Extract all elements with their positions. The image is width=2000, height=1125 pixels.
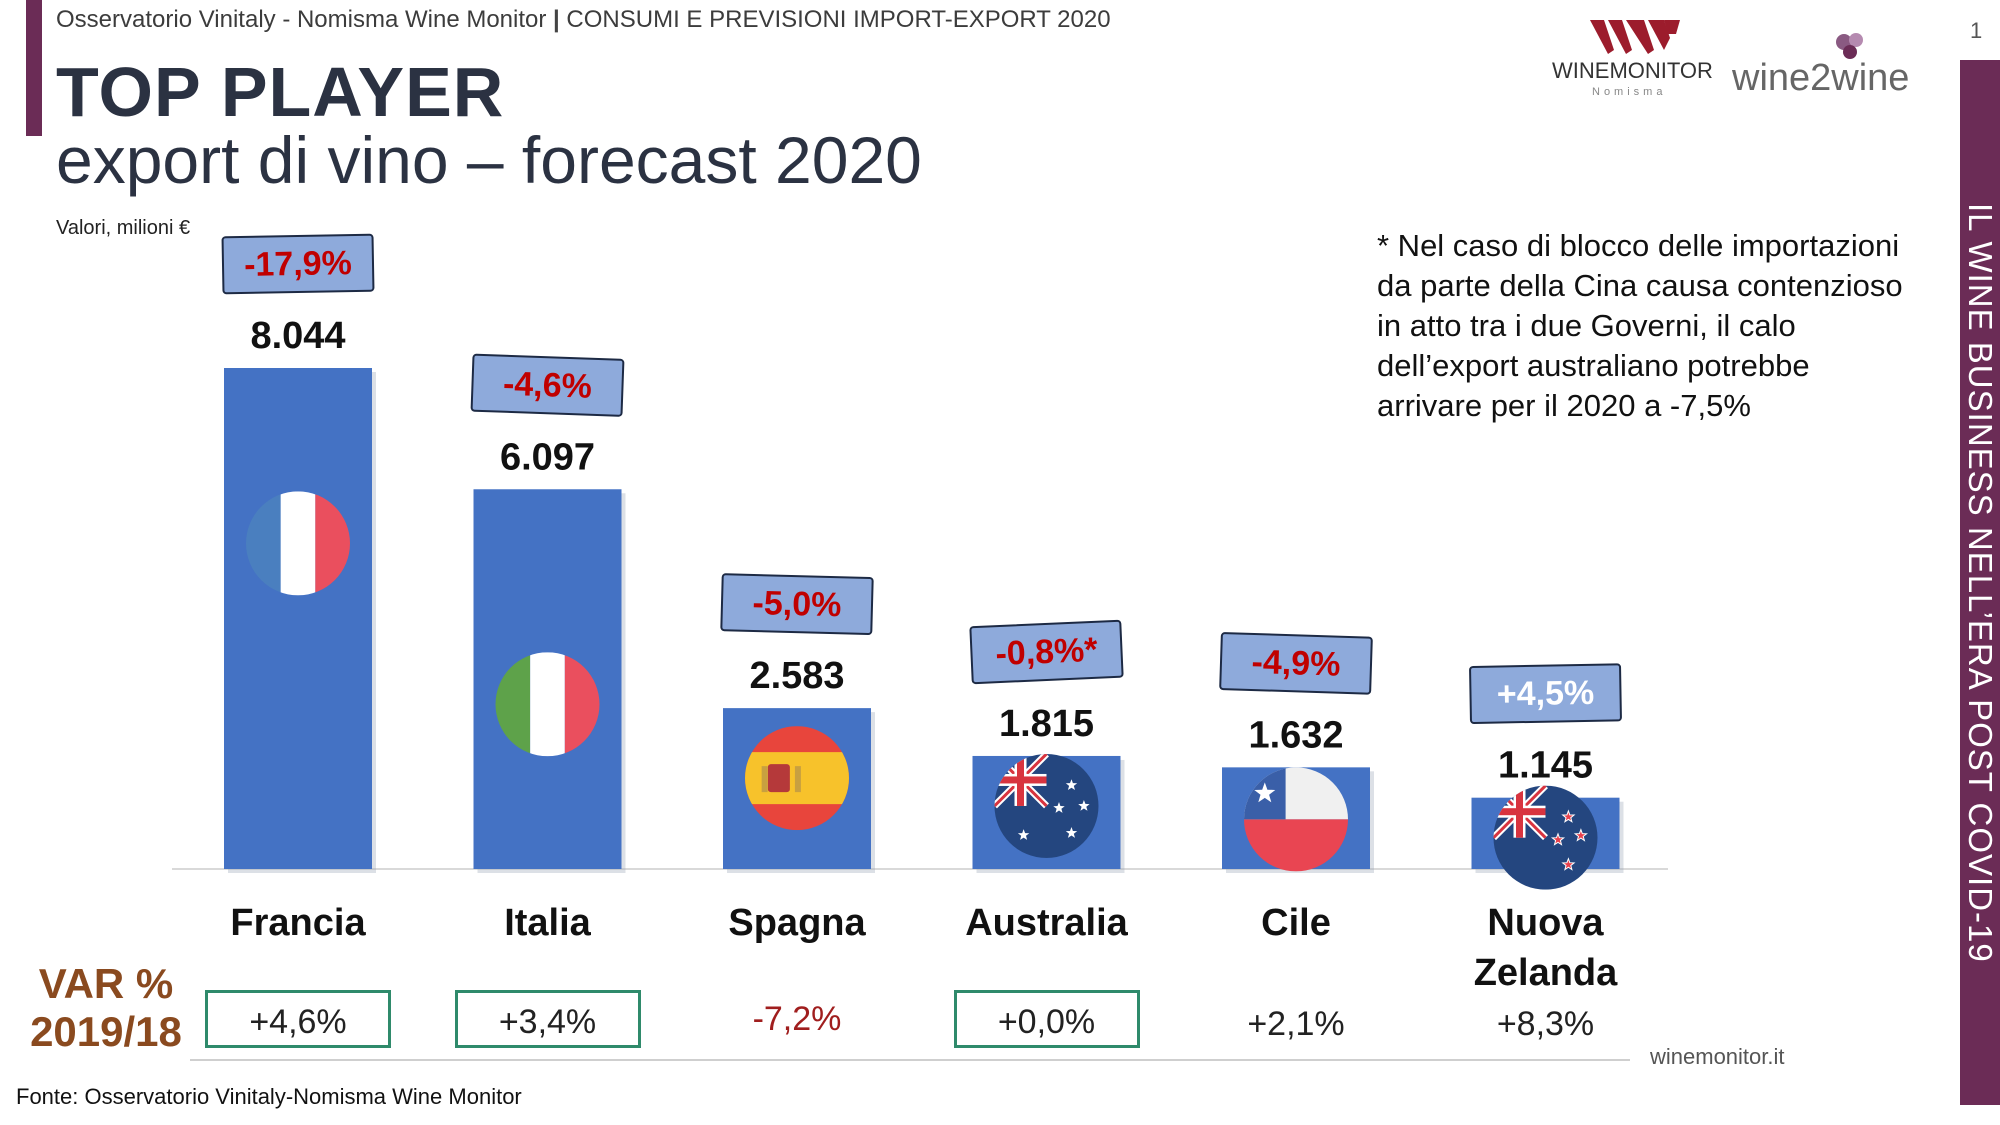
category-label: Spagna [728, 902, 866, 944]
value-label: 1.145 [1498, 745, 1593, 787]
footnote: * Nel caso di blocco delle importazioni … [1377, 228, 1903, 423]
side-banner-text: IL WINE BUSINESS NELL’ERA POST COVID-19 [1962, 202, 1999, 963]
left-accent-bar [26, 0, 42, 136]
header-separator: | [553, 6, 560, 33]
forecast-change-label: -4,6% [502, 365, 592, 406]
units-label: Valori, milioni € [56, 217, 191, 239]
winemonitor-logo-subtext: Nomisma [1592, 86, 1666, 98]
site-url: winemonitor.it [1650, 1044, 1785, 1069]
australia-flag-icon [994, 753, 1099, 858]
bar-group: 6.097 -4,6% Italia [470, 353, 626, 944]
winemonitor-logo-text: WINEMONITOR [1552, 58, 1713, 83]
bar-group: 1.632 -4,9% Cile [1219, 632, 1374, 944]
category-label: Francia [230, 902, 366, 944]
var-label: VAR % 2019/18 [16, 960, 196, 1056]
page-subtitle: export di vino – forecast 2020 [56, 123, 922, 197]
forecast-change-label: -5,0% [752, 584, 842, 624]
forecast-change-label: -4,9% [1251, 643, 1341, 684]
spain-flag-icon [745, 726, 849, 831]
forecast-box: +4,5% [1469, 663, 1622, 724]
source-note: Fonte: Osservatorio Vinitaly-Nomisma Win… [16, 1084, 522, 1109]
var-label-line2: 2019/18 [30, 1008, 182, 1055]
bar-group: 2.583 -5,0% Spagna [720, 573, 875, 944]
var-label-line1: VAR % [38, 960, 174, 1007]
bar-group: 1.145 +4,5% Nuova Zelanda [1469, 663, 1624, 994]
header-source: Osservatorio Vinitaly - Nomisma Wine Mon… [56, 6, 547, 33]
forecast-box: -4,6% [470, 353, 625, 417]
side-banner-background [1960, 60, 2000, 1105]
value-label: 8.044 [250, 315, 345, 357]
bars-group: 8.044 -17,9% Francia 6.097 -4,6% Italia 2.583 -… [221, 233, 1624, 994]
page-title: TOP PLAYER [56, 53, 505, 131]
new-zealand-flag-icon [1493, 785, 1598, 890]
france-flag-icon [246, 491, 350, 596]
var-value: +2,1% [1247, 1005, 1345, 1043]
forecast-change-label: +4,5% [1496, 674, 1594, 714]
category-label: Australia [965, 902, 1128, 944]
chile-flag-icon [1244, 767, 1348, 872]
wine2wine-logo: wine2wine [1732, 33, 1909, 99]
value-label: 1.632 [1248, 714, 1343, 756]
forecast-box: -17,9% [221, 233, 375, 295]
var-value: +8,3% [1496, 1005, 1595, 1043]
forecast-box: -0,8%* [969, 619, 1124, 685]
forecast-box: -4,9% [1219, 632, 1373, 695]
header-line: Osservatorio Vinitaly - Nomisma Wine Mon… [56, 6, 1111, 34]
value-label: 2.583 [749, 655, 844, 697]
forecast-change-label: -17,9% [244, 244, 352, 284]
value-label: 6.097 [500, 436, 595, 478]
var-value: +3,4% [454, 990, 641, 1048]
page-number: 1 [1970, 18, 1983, 43]
bottom-divider [190, 1059, 1630, 1061]
forecast-change-label: -0,8%* [995, 631, 1099, 673]
value-label: 1.815 [999, 703, 1094, 745]
bar [224, 368, 372, 869]
winemonitor-logo-mark [1590, 20, 1680, 54]
forecast-box: -5,0% [720, 573, 874, 636]
var-value: +0,0% [953, 990, 1140, 1048]
bar-group: 8.044 -17,9% Francia [221, 233, 376, 944]
category-label: Italia [504, 902, 591, 944]
italy-flag-icon [495, 652, 600, 757]
var-value: -7,2% [752, 1000, 842, 1038]
header-topic: CONSUMI E PREVISIONI IMPORT-EXPORT 2020 [566, 6, 1111, 33]
winemonitor-logo: WINEMONITOR Nomisma [1552, 20, 1713, 98]
var-value: +4,6% [205, 990, 391, 1048]
category-label: Nuova Zelanda [1474, 902, 1618, 994]
wine2wine-logo-text: wine2wine [1732, 57, 1909, 99]
bar-group: 1.815 -0,8%* Australia [965, 619, 1129, 944]
side-banner: IL WINE BUSINESS NELL’ERA POST COVID-19 [1960, 60, 2000, 1105]
category-label: Cile [1261, 902, 1331, 944]
